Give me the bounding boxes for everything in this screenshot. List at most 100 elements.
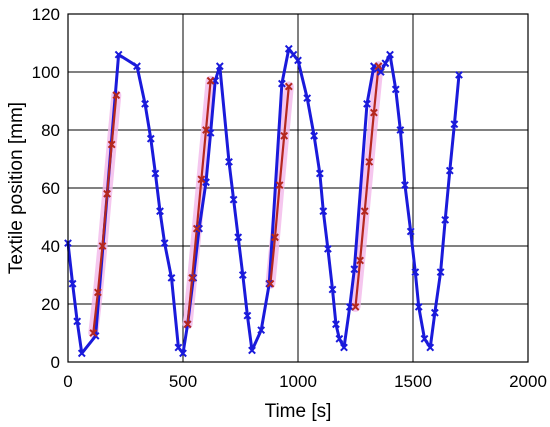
x-axis-label: Time [s]	[265, 401, 332, 422]
data-point	[141, 99, 149, 108]
x-tick-label: 1500	[394, 372, 432, 391]
highlight-data-point	[89, 329, 98, 337]
data-point	[450, 120, 459, 129]
y-tick-label: 120	[32, 5, 60, 24]
highlight-data-point	[192, 224, 201, 233]
plot-frame	[67, 13, 529, 363]
highlight-data-point	[206, 76, 215, 85]
data-point	[323, 244, 332, 253]
data-point	[68, 279, 77, 288]
data-point	[430, 308, 439, 317]
series-markers	[64, 44, 463, 358]
highlight-series-line	[92, 95, 118, 334]
highlight-data-point	[266, 279, 275, 288]
highlight-data-point	[365, 157, 374, 166]
data-point	[206, 128, 215, 137]
data-point	[195, 224, 204, 233]
data-point	[234, 233, 243, 242]
highlight-series-line	[354, 66, 380, 308]
data-point	[335, 334, 344, 343]
data-point	[294, 56, 302, 65]
highlight-data-point	[284, 82, 293, 91]
data-point	[257, 326, 266, 335]
data-point	[391, 85, 400, 94]
y-axis-label: Textile position [mm]	[6, 102, 27, 274]
data-point	[277, 79, 286, 88]
data-point	[202, 178, 210, 187]
highlight-bands	[88, 61, 384, 338]
data-point	[114, 50, 123, 59]
y-tick-label: 0	[51, 353, 60, 372]
data-point	[156, 207, 164, 216]
data-point	[381, 59, 390, 68]
data-point	[225, 157, 233, 166]
highlight-data-point	[356, 256, 365, 265]
data-point	[315, 169, 324, 178]
data-point	[455, 70, 463, 79]
y-tick-label: 100	[32, 63, 60, 82]
data-point	[436, 268, 445, 277]
highlight-data-point	[107, 140, 116, 149]
x-tick-label: 1000	[279, 372, 317, 391]
highlight-data-point	[202, 126, 210, 134]
y-tick-label: 80	[41, 121, 60, 140]
highlight-data-point	[93, 288, 102, 297]
data-point	[328, 285, 337, 294]
data-point	[310, 131, 319, 140]
x-tick-label: 2000	[509, 372, 547, 391]
data-point	[167, 273, 176, 282]
main-series-line	[66, 47, 461, 355]
highlight-data-point	[112, 91, 121, 100]
data-point	[229, 195, 238, 204]
data-point	[151, 169, 160, 178]
data-point	[160, 239, 169, 248]
highlight-data-point	[369, 108, 378, 117]
data-point	[411, 268, 420, 277]
y-tick-label: 20	[41, 295, 60, 314]
data-point	[77, 349, 86, 358]
data-point	[133, 62, 141, 71]
data-point	[441, 215, 450, 224]
highlight-data-point	[188, 273, 197, 282]
data-point	[426, 343, 435, 352]
data-point	[215, 62, 224, 71]
data-point	[376, 68, 385, 76]
x-axis-ticks: 0 500 1000 1500 2000	[63, 372, 547, 391]
data-point	[303, 94, 312, 103]
data-point	[386, 50, 394, 59]
highlight-data-point	[280, 131, 289, 140]
highlight-data-point	[271, 233, 279, 242]
data-point	[332, 320, 340, 329]
data-point	[396, 126, 405, 134]
highlight-data-point	[275, 181, 284, 190]
data-point	[445, 166, 454, 175]
data-point	[319, 207, 328, 216]
data-point	[179, 349, 187, 358]
y-axis-ticks: 0 20 40 60 80 100 120	[32, 5, 60, 372]
data-point	[401, 181, 409, 190]
x-tick-label: 0	[63, 372, 72, 391]
x-tick-label: 500	[169, 372, 197, 391]
highlight-series-line	[186, 80, 212, 325]
data-point	[243, 311, 252, 320]
highlight-data-point	[98, 242, 107, 250]
data-point	[420, 334, 429, 343]
data-point	[350, 265, 359, 274]
data-point	[363, 99, 371, 108]
data-point	[414, 302, 423, 311]
highlight-data-point	[351, 302, 360, 311]
data-point	[146, 134, 155, 143]
highlight-data-point	[103, 189, 112, 198]
highlight-data-point	[374, 62, 383, 71]
data-point	[73, 317, 82, 326]
y-tick-label: 60	[41, 179, 60, 198]
data-point	[340, 343, 348, 352]
series-lines	[66, 47, 461, 355]
y-tick-label: 40	[41, 237, 60, 256]
highlight-data-point	[360, 207, 369, 216]
highlight-data-point	[197, 175, 206, 184]
data-point	[406, 227, 415, 236]
data-point	[345, 302, 354, 311]
data-point	[238, 271, 247, 279]
